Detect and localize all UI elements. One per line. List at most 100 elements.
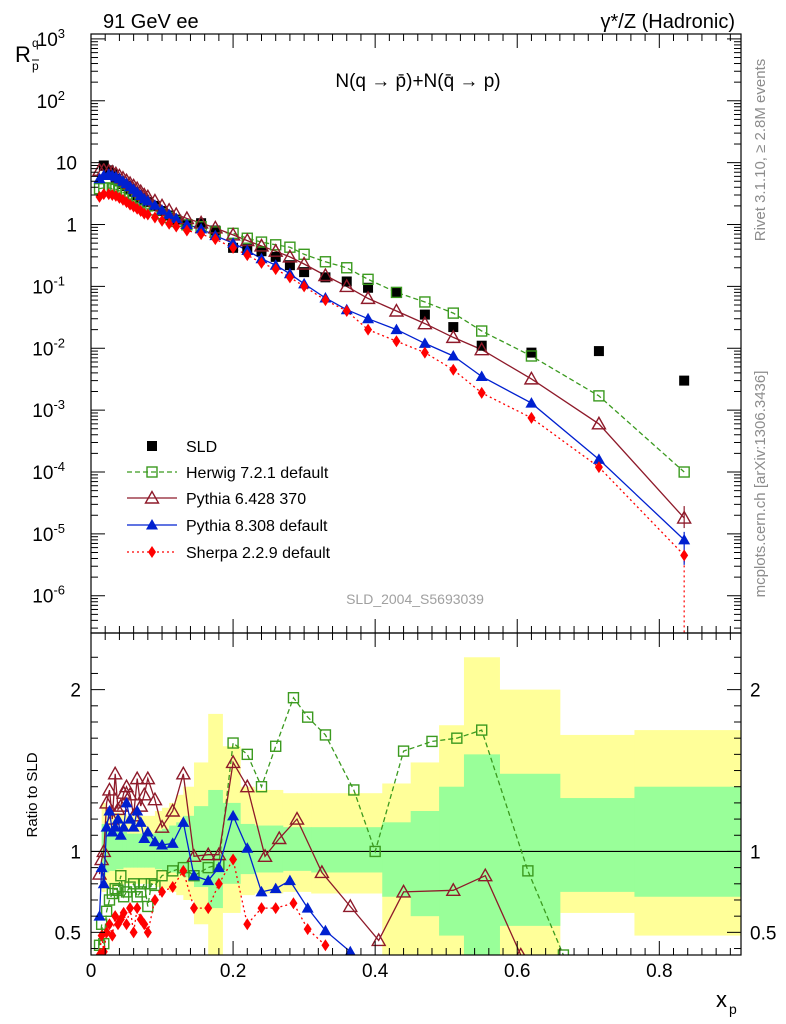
point-pythia-6-428-370 (445, 329, 461, 344)
ratio-point-pythia-6-428-370 (395, 883, 412, 898)
ratio-point-pythia-8-308-default (120, 796, 133, 808)
point-sherpa-2-2-9-default (143, 208, 152, 221)
ratio-point-pythia-8-308-default (345, 945, 356, 955)
ratio-point-pythia-8-308-default (124, 813, 137, 824)
ratio-point-pythia-8-308-default (166, 837, 179, 848)
point-sld (299, 267, 310, 278)
band-inner (115, 832, 120, 870)
ratio-point-herwig-7-2-1-default (557, 949, 570, 955)
point-pythia-8-308-default (592, 453, 605, 464)
band-inner (133, 833, 138, 868)
ratio-point-herwig-7-2-1-default (522, 865, 534, 877)
ratio-point-pythia-6-428-370 (129, 770, 145, 785)
svg-text:R: R (15, 42, 31, 67)
ratio-y-tick-label-left: 0.5 (55, 923, 81, 944)
band-inner (499, 773, 561, 926)
point-pythia-6-428-370 (523, 370, 540, 385)
ratio-point-pythia-6-428-370 (371, 932, 387, 947)
mcplots-side-label: mcplots.cern.ch [arXiv:1306.3436] (752, 371, 769, 598)
svg-text:p: p (729, 1001, 737, 1017)
ratio-point-sherpa-2-2-9-default (133, 902, 142, 915)
legend-label-pythia-8-308-default: Pythia 8.308 default (186, 518, 328, 535)
ratio-point-pythia-8-308-default (212, 861, 225, 873)
point-sld (448, 322, 459, 333)
point-sherpa-2-2-9-default (392, 335, 401, 348)
ratio-point-sherpa-2-2-9-default (150, 893, 159, 906)
band-inner (119, 832, 124, 870)
point-herwig-7-2-1-default (447, 307, 459, 319)
ratio-axis-label: Ratio to SLD (24, 752, 41, 837)
ratio-point-sherpa-2-2-9-default (321, 939, 330, 952)
point-sld (391, 287, 402, 298)
point-herwig-7-2-1-default (319, 256, 332, 268)
ratio-point-sherpa-2-2-9-default (129, 926, 138, 939)
ratio-point-sherpa-2-2-9-default (143, 926, 152, 939)
point-herwig-7-2-1-default (476, 325, 488, 337)
point-sherpa-2-2-9-default (229, 241, 238, 254)
ratio-point-sherpa-2-2-9-default (119, 906, 128, 919)
svg-text:p: p (32, 59, 39, 73)
point-herwig-7-2-1-default (525, 350, 538, 362)
band-inner (140, 833, 145, 868)
band-inner (176, 822, 184, 875)
ratio-point-sherpa-2-2-9-default (229, 853, 238, 866)
point-sherpa-2-2-9-default (99, 188, 108, 201)
point-sherpa-2-2-9-default (172, 220, 181, 233)
y-tick-label: 10 (56, 154, 77, 175)
point-pythia-6-428-370 (474, 341, 490, 356)
band-inner (463, 754, 500, 955)
point-herwig-7-2-1-default (678, 466, 690, 478)
ratio-point-sherpa-2-2-9-default (158, 885, 167, 898)
point-pythia-6-428-370 (388, 303, 405, 317)
y-tick-label: 1 (66, 216, 77, 237)
ratio-point-pythia-8-308-default (283, 874, 296, 886)
legend-label-sld: SLD (186, 439, 217, 456)
ratio-frame (90, 632, 742, 956)
ratio-point-pythia-8-308-default (97, 877, 110, 889)
point-herwig-7-2-1-default (362, 273, 374, 286)
point-sherpa-2-2-9-default (197, 228, 206, 241)
point-sld (320, 272, 331, 283)
ratio-point-pythia-6-428-370 (271, 830, 287, 845)
ratio-point-herwig-7-2-1-default (476, 724, 488, 736)
ratio-point-sherpa-2-2-9-default (105, 918, 114, 931)
point-pythia-6-428-370 (591, 415, 607, 430)
legend-marker-sherpa-2-2-9-default (148, 546, 156, 558)
point-pythia-8-308-default (156, 204, 169, 215)
ratio-point-pythia-6-428-370 (122, 786, 138, 801)
point-sherpa-2-2-9-default (594, 461, 603, 474)
ratio-point-herwig-7-2-1-default (145, 878, 158, 890)
point-pythia-8-308-default (525, 397, 538, 408)
point-pythia-6-428-370 (317, 267, 334, 282)
point-sherpa-2-2-9-default (271, 263, 280, 276)
ratio-point-sherpa-2-2-9-default (289, 897, 298, 910)
ratio-point-pythia-8-308-default (138, 832, 151, 843)
ratio-y-tick-label-right: 2 (750, 681, 761, 702)
ratio-point-sherpa-2-2-9-default (271, 902, 280, 915)
ratio-point-pythia-8-308-default (319, 924, 332, 936)
ratio-point-pythia-6-428-370 (96, 843, 112, 858)
point-pythia-8-308-default (418, 337, 431, 348)
ratio-point-pythia-8-308-default (148, 835, 161, 847)
point-pythia-8-308-default (362, 312, 375, 324)
ratio-point-pythia-8-308-default (127, 821, 140, 832)
ratio-point-pythia-6-428-370 (477, 867, 493, 882)
point-sherpa-2-2-9-default (211, 233, 220, 246)
ratio-point-sherpa-2-2-9-default (243, 918, 252, 931)
ratio-point-pythia-8-308-default (111, 813, 124, 824)
ratio-point-pythia-6-428-370 (257, 848, 273, 862)
ratio-y-tick-label-left: 1 (70, 842, 81, 863)
ratio-point-herwig-7-2-1-default (109, 882, 121, 895)
point-sherpa-2-2-9-default (150, 211, 159, 224)
ratio-point-pythia-8-308-default (301, 902, 314, 913)
ratio-point-pythia-6-428-370 (289, 811, 305, 825)
point-sherpa-2-2-9-default (300, 280, 309, 293)
band-inner (360, 827, 383, 873)
ratio-point-pythia-8-308-default (177, 816, 190, 827)
watermark: SLD_2004_S5693039 (346, 591, 484, 607)
ratio-point-pythia-6-428-370 (239, 778, 255, 793)
ratio-point-pythia-8-308-default (95, 861, 108, 873)
band-inner (130, 833, 135, 868)
legend-marker-sld (147, 441, 157, 451)
ratio-point-pythia-8-308-default (114, 829, 127, 840)
